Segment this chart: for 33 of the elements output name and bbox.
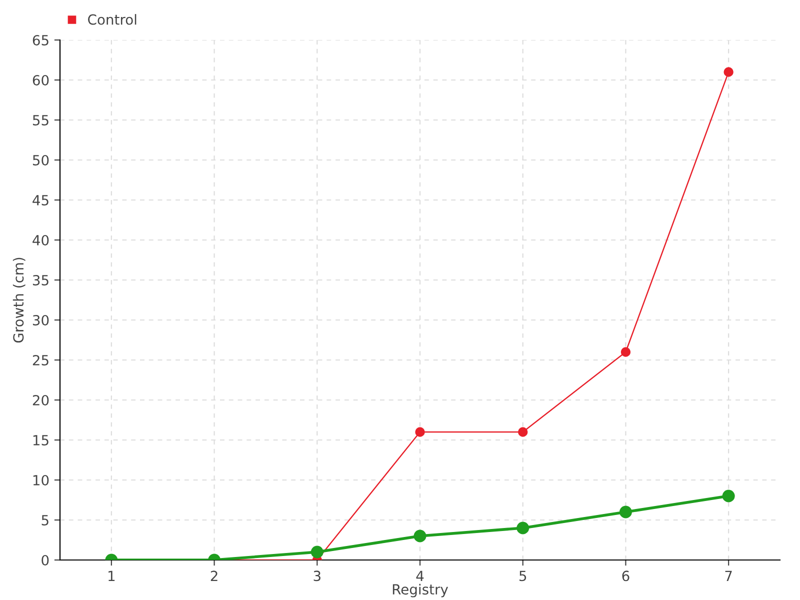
x-tick-label: 7 xyxy=(725,570,732,581)
y-tick-label: 20 xyxy=(32,394,49,406)
y-tick-label: 30 xyxy=(32,314,49,326)
y-tick-label: 50 xyxy=(32,154,49,166)
y-tick-label: 15 xyxy=(33,435,48,446)
y-tick-label: 35 xyxy=(32,274,48,286)
y-tick-label: 45 xyxy=(32,195,48,206)
x-tick-label: 1 xyxy=(108,570,115,581)
x-tick-label: 5 xyxy=(520,570,526,582)
x-tick-label: 4 xyxy=(416,570,424,581)
point xyxy=(619,506,632,518)
y-tick-label: 60 xyxy=(32,74,49,86)
point xyxy=(518,427,528,437)
point xyxy=(620,347,631,357)
x-tick-label: 6 xyxy=(622,570,630,582)
point xyxy=(415,427,425,437)
x-axis-title: Registry xyxy=(392,584,448,598)
y-tick-label: 5 xyxy=(42,515,48,526)
point xyxy=(724,67,734,77)
y-tick-label: 55 xyxy=(32,115,48,126)
y-axis-title: Growth (cm) xyxy=(12,258,26,343)
y-tick-label: 25 xyxy=(32,354,48,366)
point xyxy=(722,490,735,502)
legend-label: Control xyxy=(88,14,136,25)
y-tick-label: 0 xyxy=(42,554,49,566)
y-tick-label: 40 xyxy=(32,234,49,246)
y-tick-label: 10 xyxy=(33,474,49,486)
y-tick-label: 65 xyxy=(32,34,48,46)
point xyxy=(414,530,426,542)
point xyxy=(310,546,324,558)
x-tick-label: 3 xyxy=(314,570,320,582)
point xyxy=(516,522,530,534)
x-tick-label: 2 xyxy=(210,570,218,581)
